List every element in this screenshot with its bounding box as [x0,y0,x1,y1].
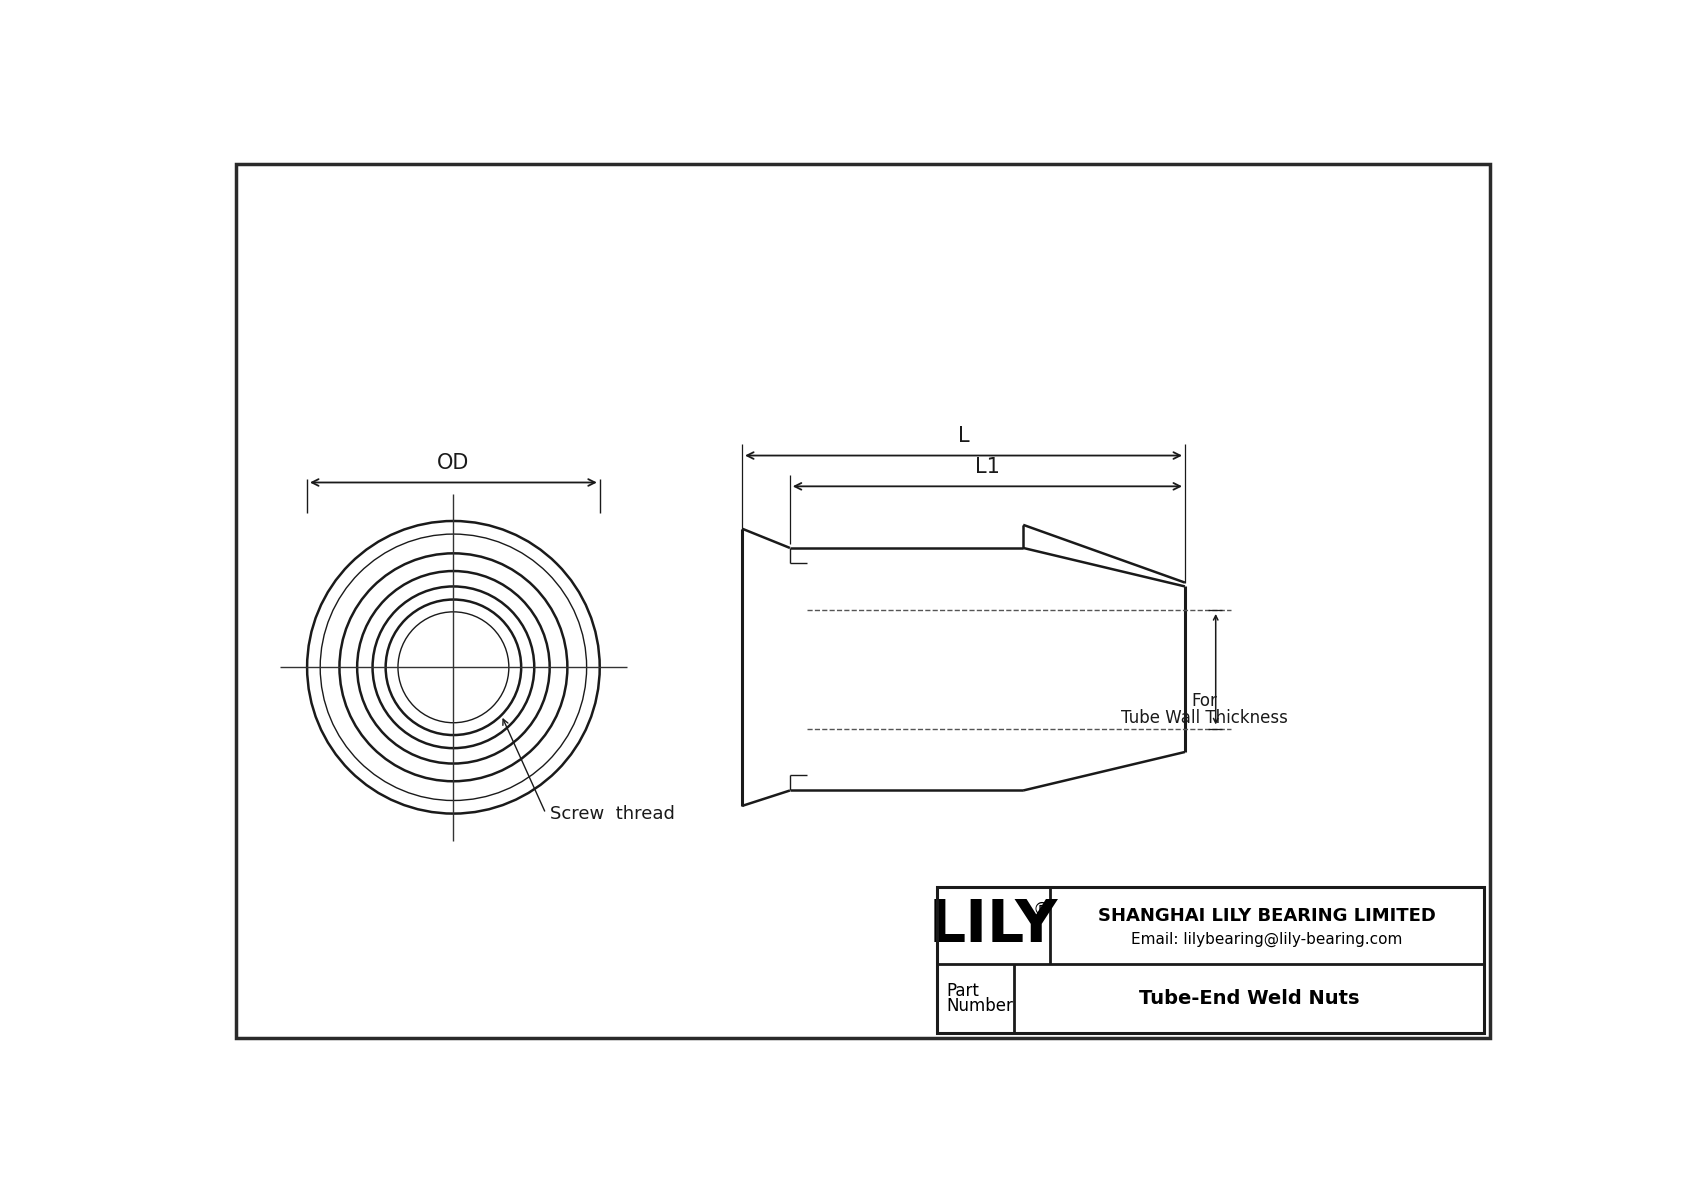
Text: Screw  thread: Screw thread [549,805,675,823]
Text: Part: Part [946,981,978,999]
Bar [936,887,1484,1033]
Text: OD: OD [438,454,470,473]
Text: Email: lilybearing@lily-bearing.com: Email: lilybearing@lily-bearing.com [1132,931,1403,947]
Text: Tube Wall Thickness: Tube Wall Thickness [1122,710,1288,728]
Text: SHANGHAI LILY BEARING LIMITED: SHANGHAI LILY BEARING LIMITED [1098,908,1436,925]
Text: ®: ® [1032,900,1051,918]
Text: Tube-End Weld Nuts: Tube-End Weld Nuts [1138,989,1359,1008]
Text: LILY: LILY [930,897,1058,954]
Text: L1: L1 [975,457,1000,478]
Text: Number: Number [946,997,1014,1015]
Text: L: L [958,426,970,447]
Text: For: For [1191,692,1218,710]
